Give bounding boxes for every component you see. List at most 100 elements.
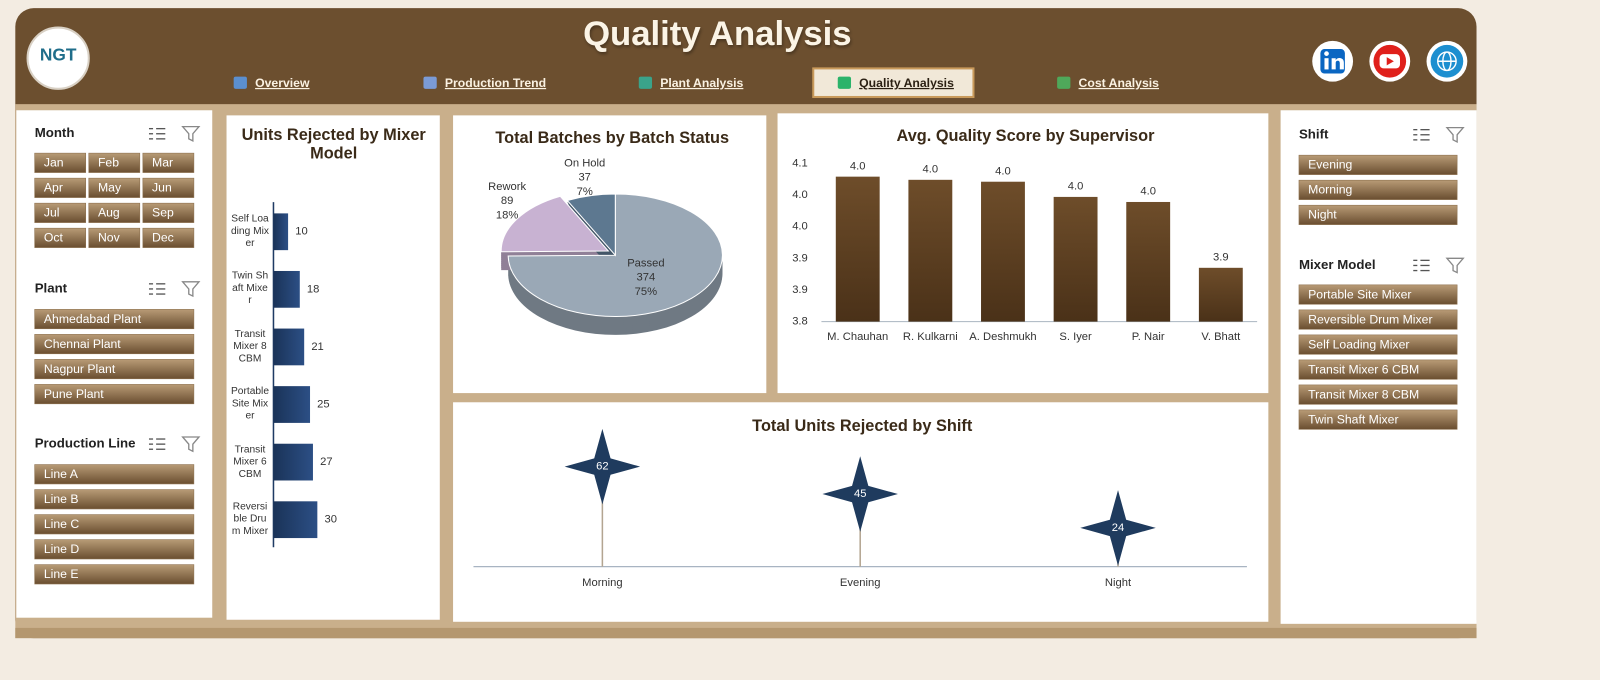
bar — [1053, 196, 1098, 322]
data-label: 89 — [501, 195, 513, 207]
slicer-item[interactable]: Line E — [44, 567, 79, 581]
multi-select-icon[interactable] — [1413, 129, 1430, 141]
slicer-button[interactable] — [34, 384, 195, 405]
slicer-button[interactable] — [142, 177, 195, 198]
slicer-item[interactable]: Aug — [98, 206, 120, 220]
slicer-button[interactable] — [88, 227, 141, 248]
y-tick-label: 4.1 — [792, 157, 808, 169]
bar — [981, 181, 1025, 322]
slicer-item[interactable]: Ahmedabad Plant — [44, 312, 142, 326]
slicer-item[interactable]: Pune Plant — [44, 387, 104, 401]
x-tick-label: Morning — [582, 577, 623, 589]
nav-link[interactable]: Quality Analysis — [859, 76, 954, 90]
slicer-item[interactable]: Twin Shaft Mixer — [1308, 412, 1398, 426]
slicer-item[interactable]: Nov — [98, 231, 121, 245]
slicer-button[interactable] — [34, 152, 87, 173]
slicer-item[interactable]: Night — [1308, 208, 1337, 222]
y-tick-label: 3.9 — [792, 252, 808, 264]
slicer-item[interactable]: Portable Site Mixer — [1308, 287, 1411, 301]
y-tick-label: Reversible Drum Mixer — [231, 501, 269, 538]
slicer-item[interactable]: Oct — [44, 231, 64, 245]
nav-icon — [1057, 76, 1071, 89]
data-label: 4.0 — [1068, 181, 1084, 193]
multi-select-icon[interactable] — [148, 283, 166, 295]
slicer-button[interactable] — [142, 227, 195, 248]
slicer-item[interactable]: Nagpur Plant — [44, 362, 116, 376]
icon-part — [1324, 51, 1329, 56]
slicer-button[interactable] — [88, 202, 141, 223]
slicer-button[interactable] — [1298, 204, 1458, 225]
slicer-item[interactable]: Sep — [152, 206, 174, 220]
slicer-button[interactable] — [34, 359, 195, 380]
slicer-button[interactable] — [1298, 359, 1458, 380]
y-tick-label: 3.9 — [792, 284, 808, 296]
slicer-button[interactable] — [1298, 154, 1458, 175]
slicer-item[interactable]: Reversible Drum Mixer — [1308, 312, 1432, 326]
slicer-title: Production Line — [35, 436, 136, 451]
slicer-button[interactable] — [88, 152, 141, 173]
slicer-button[interactable] — [34, 309, 195, 330]
slicer-button[interactable] — [34, 177, 87, 198]
slicer-button[interactable] — [34, 564, 195, 585]
slicer-item[interactable]: Line A — [44, 467, 79, 481]
slicer-item[interactable]: Self Loading Mixer — [1308, 337, 1409, 351]
nav-link[interactable]: Production Trend — [445, 76, 546, 90]
slicer-button[interactable] — [34, 489, 195, 510]
slicer-button[interactable] — [1298, 284, 1458, 305]
slicer-button[interactable] — [1298, 409, 1458, 430]
slicer-item[interactable]: Evening — [1308, 158, 1352, 172]
slicer-item[interactable]: Mar — [152, 156, 173, 170]
pie-slice — [500, 195, 610, 253]
slicer-button[interactable] — [34, 202, 87, 223]
slicer-item[interactable]: Jul — [44, 206, 60, 220]
slicer-item[interactable]: Line D — [44, 542, 80, 556]
slicer-button[interactable] — [1298, 179, 1458, 200]
data-label: Rework — [488, 181, 526, 193]
slicer-item[interactable]: Jun — [152, 181, 172, 195]
slicer-button[interactable] — [88, 177, 141, 198]
slicer-item[interactable]: Line C — [44, 517, 80, 531]
clear-filter-icon[interactable] — [181, 281, 201, 298]
x-tick-label: S. Iyer — [1059, 331, 1092, 343]
slicer-item[interactable]: May — [98, 181, 122, 195]
y-tick-label: 3.8 — [792, 316, 808, 328]
logo[interactable] — [26, 26, 90, 90]
multi-select-icon[interactable] — [148, 438, 166, 450]
multi-select-icon[interactable] — [148, 127, 166, 140]
nav-link[interactable]: Overview — [255, 76, 310, 90]
slicer-button[interactable] — [34, 514, 195, 535]
chart-title: Units Rejected by Mixer Model — [241, 126, 426, 163]
nav-link[interactable]: Plant Analysis — [660, 76, 743, 90]
slicer-button[interactable] — [34, 464, 195, 485]
slicer-item[interactable]: Line B — [44, 492, 79, 506]
slicer-item[interactable]: Chennai Plant — [44, 337, 121, 351]
slicer-title: Mixer Model — [1299, 257, 1376, 272]
slicer-button[interactable] — [34, 227, 87, 248]
clear-filter-icon[interactable] — [1445, 257, 1465, 274]
slicer-item[interactable]: Dec — [152, 231, 174, 245]
slicer-button[interactable] — [34, 334, 195, 355]
slicer-item[interactable]: Jan — [44, 156, 64, 170]
clear-filter-icon[interactable] — [1445, 126, 1465, 143]
slicer-item[interactable]: Transit Mixer 6 CBM — [1308, 362, 1419, 376]
slicer-button[interactable] — [1298, 334, 1458, 355]
globe-lines — [1437, 51, 1457, 72]
nav-link[interactable]: Cost Analysis — [1079, 76, 1160, 90]
y-tick-label: 4.0 — [792, 189, 808, 201]
y-tick-label: Transit Mixer 6 CBM — [233, 443, 267, 480]
clear-filter-icon[interactable] — [181, 125, 201, 142]
slicer-button[interactable] — [1298, 384, 1458, 405]
slicer-item[interactable]: Apr — [44, 181, 63, 195]
data-label: 25 — [317, 398, 329, 410]
slicer-button[interactable] — [142, 152, 195, 173]
slicer-item[interactable]: Morning — [1308, 183, 1352, 197]
slicer-item[interactable]: Transit Mixer 8 CBM — [1308, 387, 1419, 401]
clear-filter-icon[interactable] — [181, 436, 201, 453]
multi-select-icon[interactable] — [1413, 259, 1430, 272]
slicer-item[interactable]: Feb — [98, 156, 119, 170]
slicer-button[interactable] — [142, 202, 195, 223]
slicer-button[interactable] — [34, 539, 195, 560]
slicer-button[interactable] — [1298, 309, 1458, 330]
x-tick-label: R. Kulkarni — [903, 331, 958, 343]
data-label: 3.9 — [1213, 252, 1229, 264]
